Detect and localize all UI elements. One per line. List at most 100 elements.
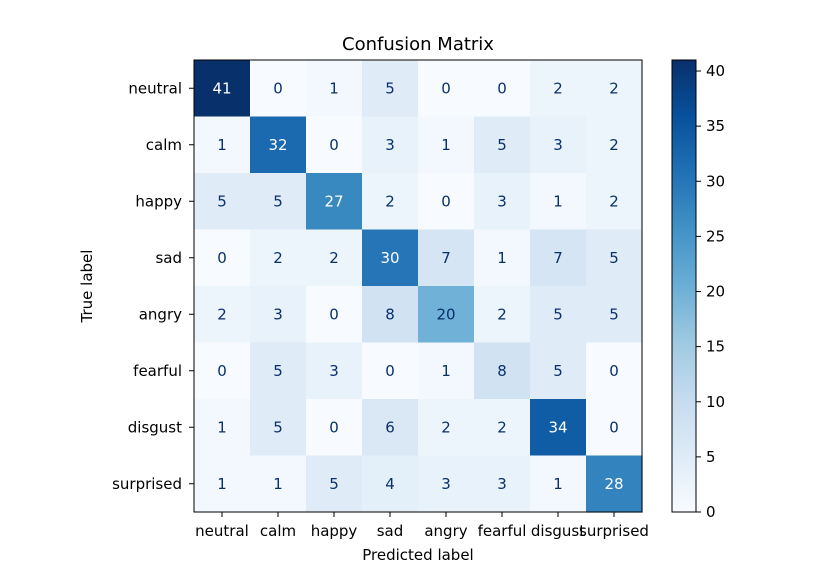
- matrix-cell-label: 41: [212, 79, 231, 97]
- y-tick-label: neutral: [128, 79, 182, 97]
- matrix-cell-label: 2: [609, 79, 619, 97]
- chart-title: Confusion Matrix: [342, 34, 494, 55]
- matrix-cell: [194, 399, 251, 457]
- y-tick-label: disgust: [128, 418, 182, 436]
- matrix-cell: [306, 342, 363, 400]
- matrix-cell: [250, 173, 307, 231]
- matrix-cell: [362, 286, 419, 344]
- colorbar-tick-label: 20: [706, 283, 725, 301]
- matrix-cell: [194, 286, 251, 344]
- matrix-cell-label: 5: [329, 475, 339, 493]
- matrix-cell: [250, 286, 307, 344]
- matrix-cell-label: 1: [441, 136, 451, 154]
- y-axis-ticks: neutral calm happy sad angry fearful disgust su…: [112, 79, 194, 493]
- matrix-cell: [418, 229, 475, 287]
- matrix-cell-label: 1: [553, 192, 563, 210]
- matrix-cell-label: 5: [273, 362, 283, 380]
- matrix-cell-label: 5: [609, 305, 619, 323]
- matrix-cell-label: 34: [548, 418, 567, 436]
- matrix-cell-label: 3: [441, 475, 451, 493]
- matrix-cell-label: 3: [553, 136, 563, 154]
- matrix-cell-label: 3: [385, 136, 395, 154]
- x-tick-label: fearful: [478, 522, 527, 540]
- matrix-cell: [418, 399, 475, 457]
- matrix-cell: [418, 173, 475, 231]
- matrix-cell: [586, 399, 643, 457]
- x-tick-label: sad: [377, 522, 404, 540]
- matrix-cell-label: 32: [268, 136, 287, 154]
- matrix-cell-labels: 41 0 1 5 0 0 2 21 32 0 3 1 5 3 25 5 27 2 0 3 1 20 2 2 30 7 1 7 52 3 0 8…: [212, 79, 623, 493]
- matrix-cell-label: 2: [497, 305, 507, 323]
- matrix-cell: [362, 342, 419, 400]
- matrix-cell-label: 30: [380, 249, 399, 267]
- matrix-cell: [530, 116, 587, 174]
- matrix-cell: [306, 60, 363, 118]
- matrix-cell: [250, 342, 307, 400]
- matrix-cell-label: 2: [497, 418, 507, 436]
- matrix-cell: [306, 399, 363, 457]
- matrix-cell: [362, 173, 419, 231]
- colorbar-tick-label: 35: [706, 117, 725, 135]
- matrix-cell: [530, 229, 587, 287]
- matrix-cell: [530, 173, 587, 231]
- matrix-cell: [250, 229, 307, 287]
- matrix-cell-label: 0: [441, 192, 451, 210]
- matrix-cell-label: 1: [553, 475, 563, 493]
- matrix-cell: [306, 173, 363, 231]
- matrix-cell: [586, 173, 643, 231]
- matrix-cells: [194, 60, 643, 513]
- matrix-cell: [474, 60, 531, 118]
- matrix-cell: [418, 60, 475, 118]
- x-tick-label: neutral: [195, 522, 249, 540]
- matrix-cell: [362, 399, 419, 457]
- matrix-cell-label: 5: [553, 362, 563, 380]
- matrix-cell: [474, 173, 531, 231]
- matrix-cell-label: 5: [273, 192, 283, 210]
- matrix-cell: [530, 286, 587, 344]
- matrix-cell: [586, 116, 643, 174]
- matrix-cell-label: 0: [441, 79, 451, 97]
- matrix-cell: [306, 286, 363, 344]
- matrix-cell-label: 8: [385, 305, 395, 323]
- matrix-cell: [194, 342, 251, 400]
- matrix-cell-label: 0: [385, 362, 395, 380]
- matrix-cell-label: 2: [329, 249, 339, 267]
- matrix-cell-label: 1: [217, 136, 227, 154]
- matrix-cell-label: 1: [217, 475, 227, 493]
- x-tick-label: angry: [424, 522, 467, 540]
- matrix-cell-label: 4: [385, 475, 395, 493]
- colorbar-tick-label: 30: [706, 172, 725, 190]
- matrix-cell-label: 7: [441, 249, 451, 267]
- matrix-cell-label: 1: [217, 418, 227, 436]
- colorbar-tick-label: 15: [706, 338, 725, 356]
- matrix-cell: [586, 455, 643, 513]
- matrix-cell: [194, 60, 251, 118]
- matrix-cell-label: 0: [273, 79, 283, 97]
- matrix-cell-label: 2: [441, 418, 451, 436]
- matrix-cell-label: 5: [553, 305, 563, 323]
- matrix-cell: [418, 116, 475, 174]
- x-axis-ticks: neutral calm happy sad angry fearful disgustsu…: [195, 512, 649, 540]
- matrix-cell: [250, 399, 307, 457]
- matrix-cell: [194, 173, 251, 231]
- matrix-cell: [586, 286, 643, 344]
- matrix-cell: [250, 116, 307, 174]
- matrix-cell-label: 1: [441, 362, 451, 380]
- colorbar-tick-label: 10: [706, 393, 725, 411]
- x-tick-label: happy: [311, 522, 358, 540]
- matrix-cell: [306, 116, 363, 174]
- matrix-cell-label: 0: [329, 136, 339, 154]
- matrix-cell-label: 20: [436, 305, 455, 323]
- colorbar-tick-label: 40: [706, 62, 725, 80]
- matrix-cell: [418, 342, 475, 400]
- matrix-cell: [530, 399, 587, 457]
- matrix-cell-label: 5: [497, 136, 507, 154]
- matrix-cell-label: 1: [273, 475, 283, 493]
- matrix-cell-label: 1: [329, 79, 339, 97]
- matrix-cell-label: 28: [604, 475, 623, 493]
- matrix-cell-label: 2: [217, 305, 227, 323]
- matrix-cell: [474, 399, 531, 457]
- colorbar-tick-label: 5: [706, 448, 716, 466]
- x-tick-label: disgust: [531, 522, 585, 540]
- matrix-cell: [586, 60, 643, 118]
